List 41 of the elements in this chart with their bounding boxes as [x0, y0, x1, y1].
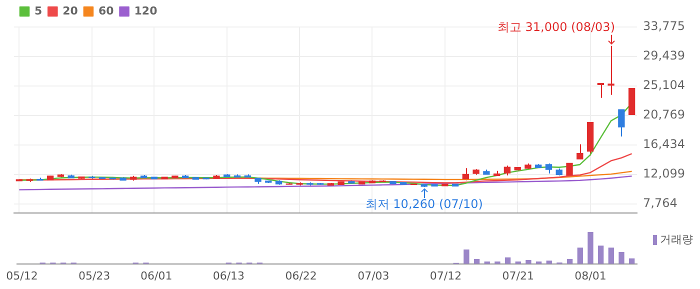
- x-tick-label: 05/23: [78, 269, 110, 282]
- legend-label: 20: [62, 4, 78, 18]
- bar: [577, 248, 583, 264]
- bar: [474, 259, 480, 264]
- x-tick-label: 06/13: [212, 269, 245, 282]
- bar: [546, 260, 552, 264]
- y-tick-label: 33,775: [643, 19, 685, 34]
- bar: [588, 232, 594, 264]
- legend-label: 60: [98, 4, 114, 18]
- candlestick: [576, 144, 584, 160]
- y-tick-label: 16,434: [643, 137, 685, 152]
- bar: [608, 248, 614, 264]
- bar: [618, 252, 624, 264]
- candlestick: [566, 162, 573, 176]
- x-tick-label: 07/03: [358, 269, 390, 282]
- candlestick: [462, 168, 470, 181]
- bar: [566, 259, 573, 264]
- bar: [526, 260, 532, 264]
- legend-label: 5: [34, 4, 42, 18]
- candlestick: [504, 165, 511, 176]
- legend-label: 120: [134, 4, 158, 18]
- bar: [504, 257, 511, 264]
- y-tick-label: 12,099: [643, 166, 685, 181]
- candlestick: [545, 162, 552, 174]
- legend-label: 거래량: [660, 232, 693, 246]
- candlestick: [597, 82, 604, 98]
- x-tick-label: 08/01: [574, 269, 606, 282]
- bar: [464, 249, 470, 264]
- candlestick: [618, 109, 625, 138]
- x-tick-label: 05/12: [6, 269, 38, 282]
- y-tick-label: 20,769: [643, 108, 685, 122]
- x-tick-label: 07/21: [502, 269, 534, 282]
- x-tick-label: 06/22: [285, 269, 317, 282]
- y-tick-label: 29,439: [643, 48, 685, 63]
- y-tick-label: 7,764: [643, 196, 678, 210]
- annotation: 최저 10,260 (07/10): [365, 197, 483, 212]
- annotation: 최고 31,000 (08/03): [497, 20, 615, 34]
- x-tick-label: 07/12: [430, 269, 462, 282]
- bar: [598, 246, 604, 264]
- y-tick-label: 25,104: [643, 78, 685, 92]
- x-tick-label: 06/01: [140, 269, 172, 282]
